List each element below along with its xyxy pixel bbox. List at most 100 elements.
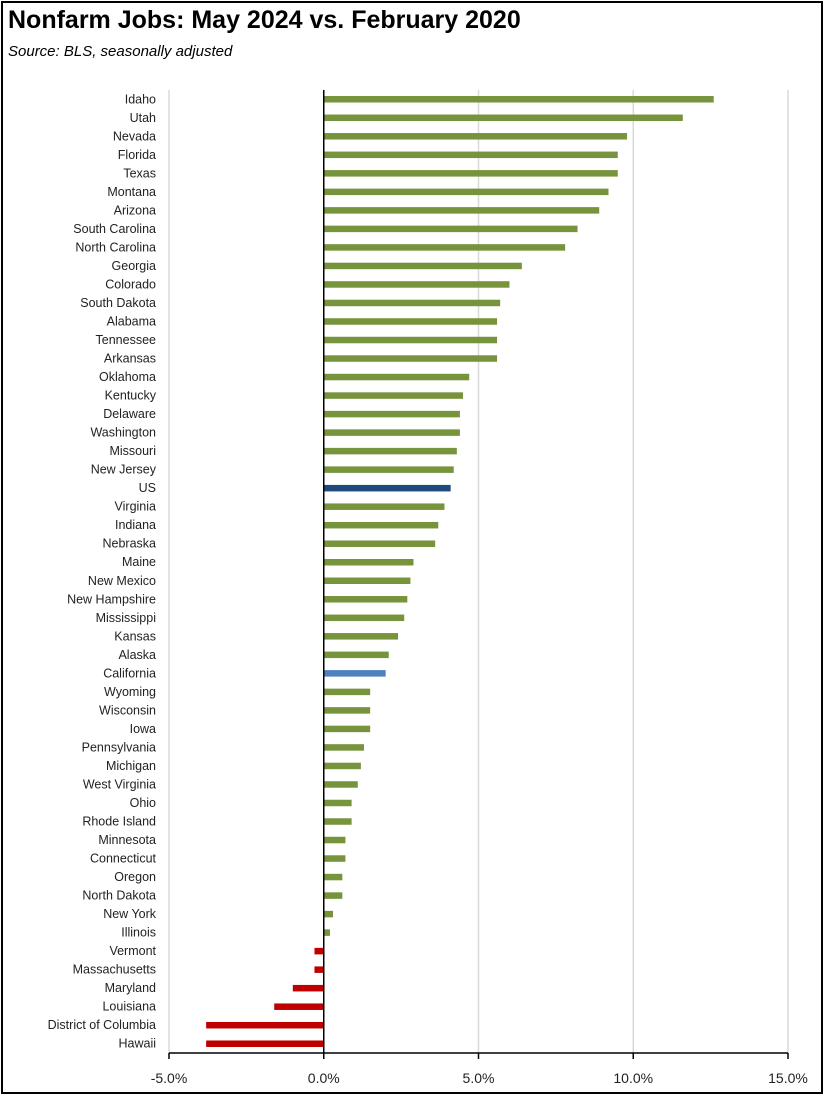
category-label: Wyoming bbox=[104, 685, 156, 699]
category-label: Oregon bbox=[114, 870, 156, 884]
category-label: Arkansas bbox=[104, 352, 156, 366]
category-label: Rhode Island bbox=[82, 815, 156, 829]
axes: -5.0% 0.0% 5.0% 10.0% 15.0% bbox=[151, 90, 808, 1086]
category-label: Minnesota bbox=[98, 833, 156, 847]
category-label: Michigan bbox=[106, 759, 156, 773]
category-label: South Carolina bbox=[73, 222, 156, 236]
bar-utah bbox=[323, 114, 683, 122]
bar-south-carolina bbox=[323, 225, 578, 233]
bar-oregon bbox=[323, 873, 343, 881]
category-label: New York bbox=[103, 907, 157, 921]
category-label: Missouri bbox=[109, 444, 156, 458]
category-label: Ohio bbox=[130, 796, 156, 810]
bar-vermont bbox=[314, 947, 324, 955]
bar-missouri bbox=[323, 447, 457, 455]
category-label: Florida bbox=[118, 148, 156, 162]
bar-minnesota bbox=[323, 836, 346, 844]
category-label: North Dakota bbox=[82, 889, 156, 903]
bar-new-york bbox=[323, 910, 334, 918]
category-label: Utah bbox=[130, 111, 156, 125]
category-label: Colorado bbox=[105, 277, 156, 291]
gridlines bbox=[168, 90, 789, 1053]
category-label: Georgia bbox=[112, 259, 157, 273]
bar-kentucky bbox=[323, 392, 464, 399]
bar-nevada bbox=[323, 133, 628, 140]
bar-arkansas bbox=[323, 355, 498, 362]
category-label: Alabama bbox=[107, 314, 156, 328]
category-label: Maine bbox=[122, 555, 156, 569]
bar-west-virginia bbox=[323, 781, 358, 788]
category-label: Arizona bbox=[114, 203, 156, 217]
category-label: Texas bbox=[123, 166, 156, 180]
bar-indiana bbox=[323, 521, 439, 529]
bar-illinois bbox=[323, 929, 330, 936]
category-label: Nebraska bbox=[103, 537, 157, 551]
bar-nebraska bbox=[323, 540, 436, 547]
category-label: New Mexico bbox=[88, 574, 156, 588]
bar-north-carolina bbox=[323, 244, 566, 251]
category-label: Nevada bbox=[113, 129, 156, 143]
bar-delaware bbox=[323, 410, 460, 418]
bar-california bbox=[323, 670, 386, 677]
bar-georgia bbox=[323, 262, 522, 270]
bar-louisiana bbox=[274, 1003, 324, 1010]
bar-district-of-columbia bbox=[206, 1021, 324, 1029]
bar-us bbox=[323, 484, 451, 492]
category-labels: Idaho Utah Nevada Florida Texas Montana Arizon… bbox=[48, 92, 157, 1050]
category-label: Massachusetts bbox=[73, 963, 156, 977]
bar-colorado bbox=[323, 281, 510, 288]
bar-arizona bbox=[323, 207, 600, 214]
chart-subtitle: Source: BLS, seasonally adjusted bbox=[8, 43, 233, 60]
bar-rhode-island bbox=[323, 818, 352, 825]
category-label: South Dakota bbox=[80, 296, 156, 310]
bar-connecticut bbox=[323, 855, 346, 862]
x-tick-label: 15.0% bbox=[768, 1070, 808, 1086]
bars bbox=[206, 96, 714, 1047]
bar-maryland bbox=[292, 984, 324, 992]
category-label: Kentucky bbox=[105, 389, 157, 403]
bar-texas bbox=[323, 170, 618, 177]
category-label: Delaware bbox=[103, 407, 156, 421]
category-label: Mississippi bbox=[96, 611, 156, 625]
category-label: Alaska bbox=[118, 648, 156, 662]
bar-alabama bbox=[323, 318, 498, 325]
category-label: West Virginia bbox=[83, 777, 156, 791]
bar-virginia bbox=[323, 503, 445, 510]
category-label: Louisiana bbox=[102, 1000, 156, 1014]
bar-massachusetts bbox=[314, 966, 324, 973]
x-tick-label: -5.0% bbox=[151, 1070, 188, 1086]
category-label: Indiana bbox=[115, 518, 156, 532]
bar-oklahoma bbox=[323, 373, 470, 381]
category-label: Maryland bbox=[105, 981, 156, 995]
bar-washington bbox=[323, 429, 460, 436]
category-label: US bbox=[139, 481, 156, 495]
category-label: Pennsylvania bbox=[82, 740, 156, 754]
category-label: Connecticut bbox=[90, 852, 157, 866]
bar-maine bbox=[323, 558, 414, 566]
category-label: Vermont bbox=[109, 944, 156, 958]
bar-new-mexico bbox=[323, 577, 411, 585]
x-tick-label: 5.0% bbox=[463, 1070, 495, 1086]
bar-new-hampshire bbox=[323, 596, 408, 603]
category-label: Idaho bbox=[125, 92, 156, 106]
category-label: New Hampshire bbox=[67, 592, 156, 606]
bar-wisconsin bbox=[323, 707, 371, 714]
bar-new-jersey bbox=[323, 466, 454, 473]
category-label: Kansas bbox=[114, 629, 156, 643]
bar-north-dakota bbox=[323, 892, 343, 899]
bar-alaska bbox=[323, 651, 389, 659]
category-label: Illinois bbox=[121, 926, 156, 940]
category-label: North Carolina bbox=[75, 240, 156, 254]
bar-mississippi bbox=[323, 614, 405, 622]
bar-hawaii bbox=[206, 1040, 324, 1047]
category-label: Hawaii bbox=[118, 1037, 156, 1051]
category-label: Iowa bbox=[130, 722, 156, 736]
bar-kansas bbox=[323, 633, 399, 640]
category-label: District of Columbia bbox=[48, 1018, 156, 1032]
category-label: Wisconsin bbox=[99, 703, 156, 717]
x-tick-label: 10.0% bbox=[613, 1070, 653, 1086]
category-label: Virginia bbox=[115, 500, 157, 514]
category-label: Tennessee bbox=[96, 333, 157, 347]
